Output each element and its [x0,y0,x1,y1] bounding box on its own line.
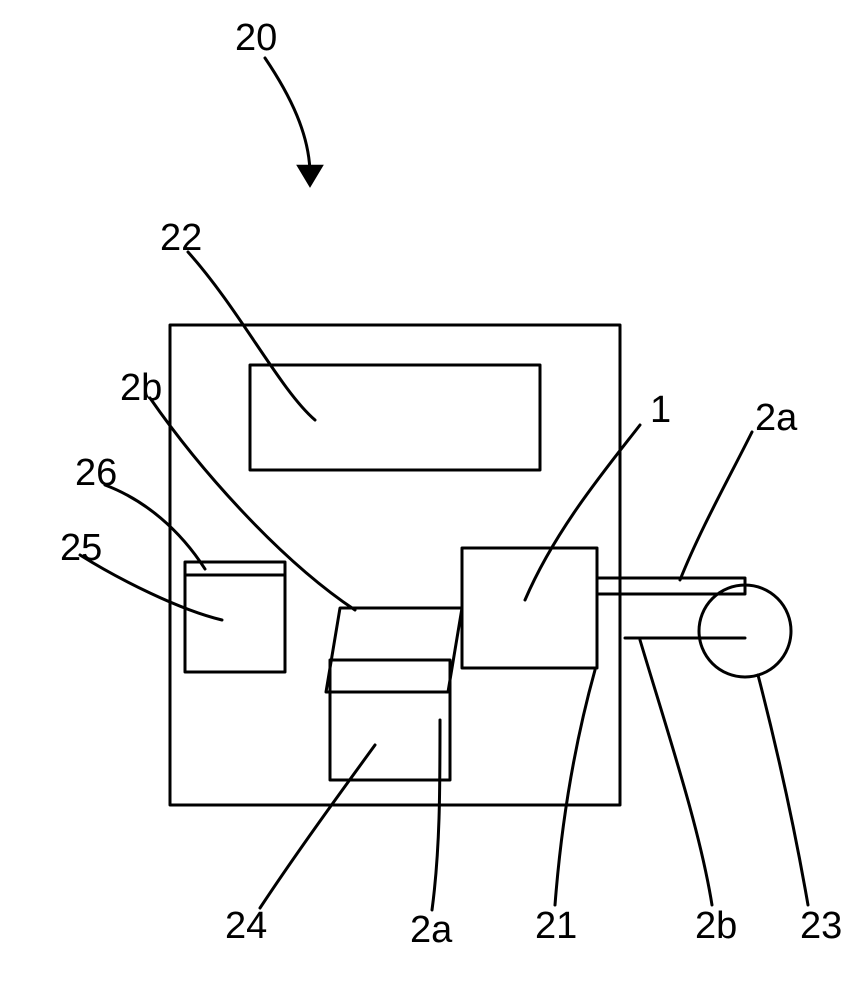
label-n2a_right: 2a [755,397,798,439]
leader-l21 [555,670,595,905]
label-n23: 23 [800,905,842,947]
leader-l24 [260,745,375,908]
leader-l23 [758,675,808,905]
leader-l26 [105,485,205,569]
label-n20: 20 [235,17,277,59]
component-25 [185,562,285,672]
leader-l2a_bot [432,720,440,910]
label-n21: 21 [535,905,577,947]
leader-l1 [525,425,640,600]
component-24 [330,660,450,780]
roller-23 [699,585,791,677]
label-n25: 25 [60,527,102,569]
diagram-shapes [170,58,791,805]
label-n2b_top: 2b [120,367,162,409]
leader-l2b_top [150,398,355,610]
main-enclosure [170,325,620,805]
arrow-20-shaft [265,58,310,175]
label-n24: 24 [225,905,267,947]
label-n2b_bot: 2b [695,905,737,947]
label-n2a_bot: 2a [410,909,453,951]
leader-l2b_bot [640,640,712,905]
label-n22: 22 [160,217,202,259]
leader-lines [80,252,808,910]
leader-l2a_right [680,432,752,580]
label-n26: 26 [75,452,117,494]
label-n1: 1 [650,389,671,431]
arrow-20-head [299,166,321,185]
component-1 [462,548,597,668]
diagram-canvas: 20 22 2b 26 25 1 2a 23 2b 21 2a 24 [0,0,867,1000]
component-2b-chute [326,608,462,692]
component-22 [250,365,540,470]
